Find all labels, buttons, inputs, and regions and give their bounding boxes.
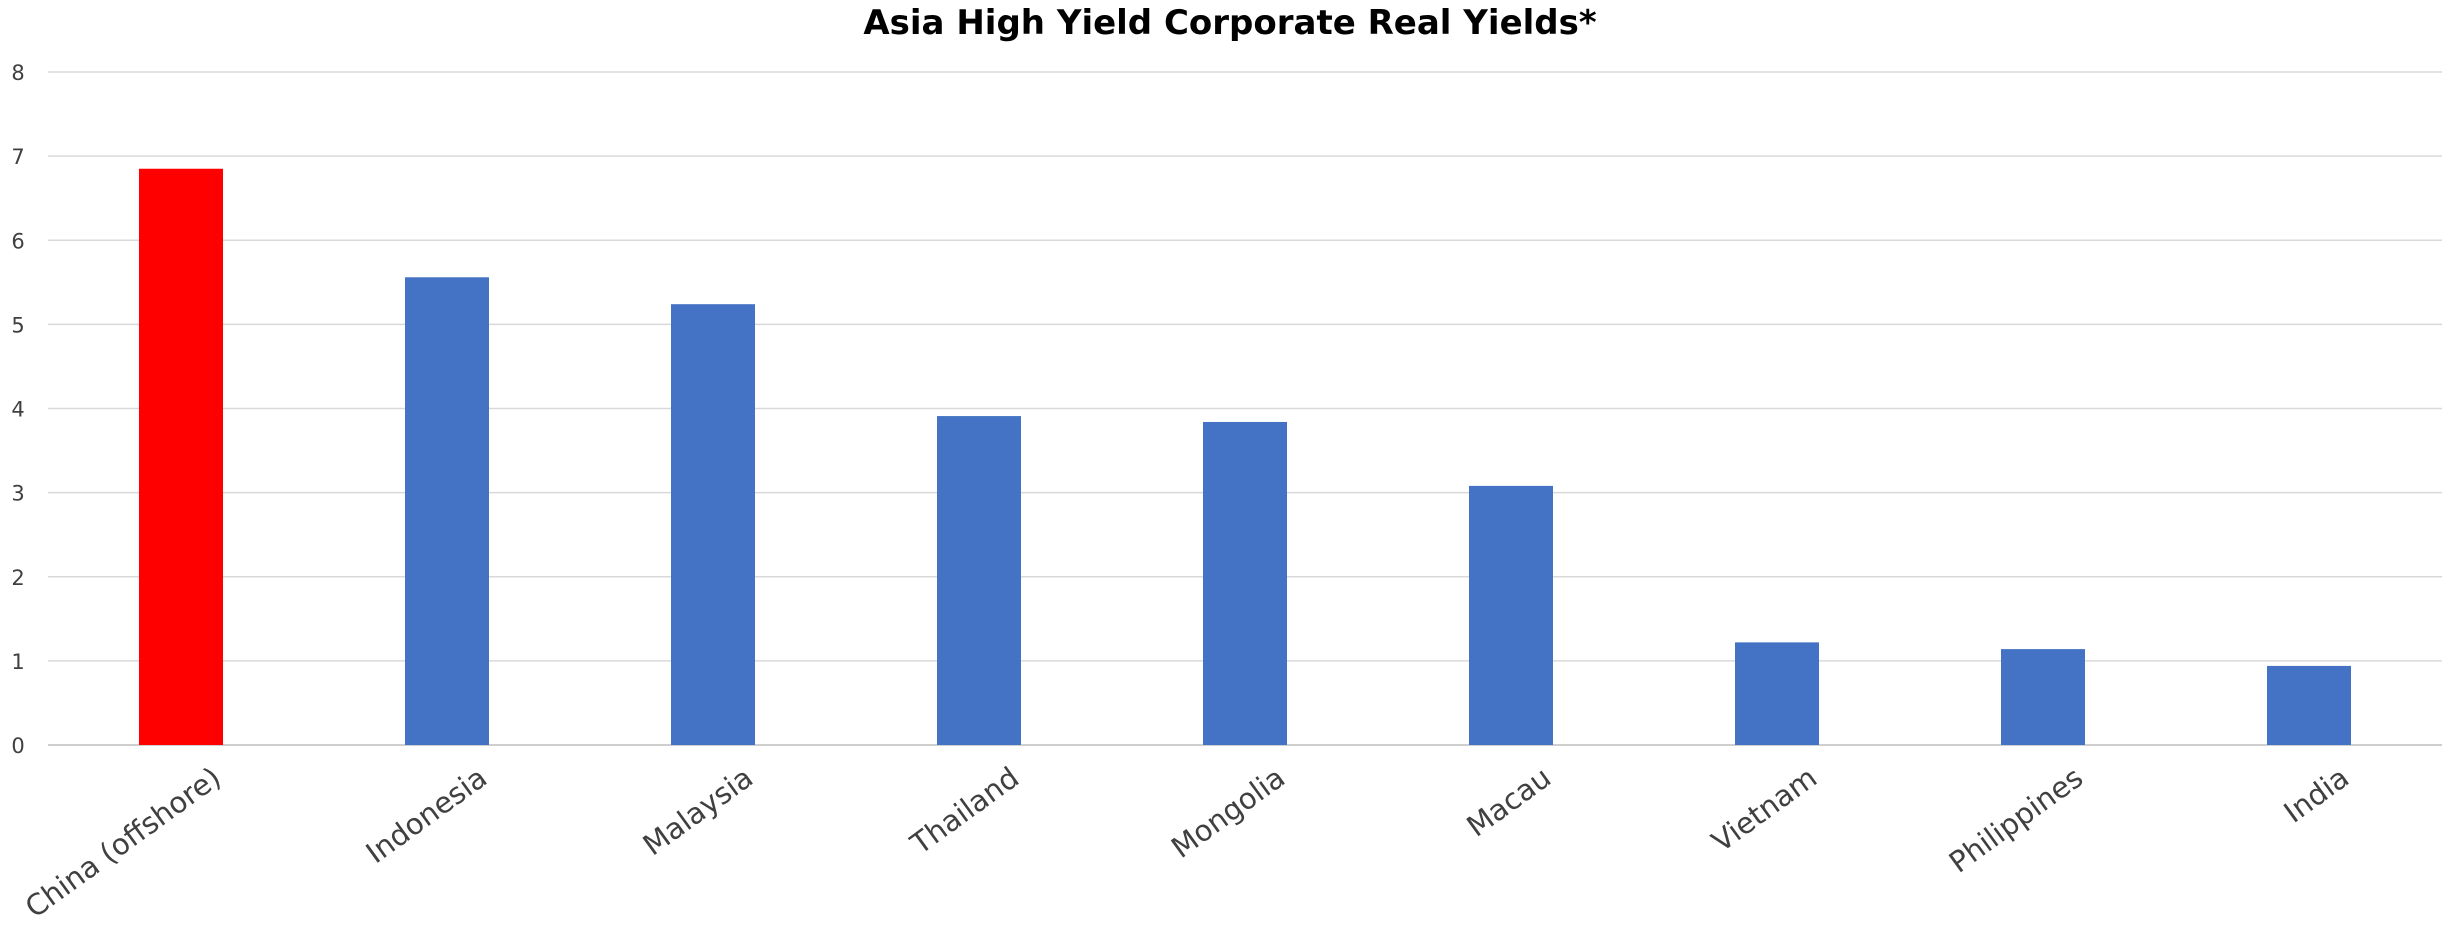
- y-tick-label: 6: [11, 229, 24, 253]
- bar: [1735, 642, 1819, 745]
- bar: [671, 304, 755, 745]
- y-tick-label: 1: [11, 650, 24, 674]
- x-tick-label: Philippines: [1943, 760, 2089, 879]
- y-axis-ticks: 0 1 2 3 4 5 6 7 8: [11, 61, 24, 758]
- x-tick-label: India: [2278, 760, 2356, 829]
- bar: [139, 168, 223, 745]
- x-tick-label: China (offshore): [19, 760, 227, 924]
- bar: [405, 277, 489, 745]
- y-tick-label: 7: [11, 145, 24, 169]
- x-tick-label: Indonesia: [360, 760, 493, 870]
- bar: [2267, 665, 2351, 745]
- y-tick-label: 4: [11, 398, 24, 422]
- bar: [1469, 485, 1553, 745]
- bar: [2001, 649, 2085, 745]
- bar: [937, 416, 1021, 745]
- bar: [1203, 421, 1287, 745]
- y-tick-label: 3: [11, 482, 24, 506]
- x-axis-ticks: China (offshore) Indonesia Malaysia Thailan…: [19, 760, 2355, 924]
- y-tick-label: 5: [11, 313, 24, 337]
- y-tick-label: 8: [11, 61, 24, 85]
- x-tick-label: Macau: [1460, 760, 1557, 843]
- x-tick-label: Malaysia: [637, 760, 760, 862]
- x-tick-label: Mongolia: [1165, 760, 1291, 865]
- x-tick-label: Vietnam: [1705, 760, 1823, 859]
- chart-title: Asia High Yield Corporate Real Yields*: [863, 3, 1597, 43]
- y-tick-label: 0: [11, 734, 24, 758]
- y-tick-label: 2: [11, 566, 24, 590]
- x-tick-label: Thailand: [904, 760, 1026, 861]
- bars: [139, 168, 2351, 745]
